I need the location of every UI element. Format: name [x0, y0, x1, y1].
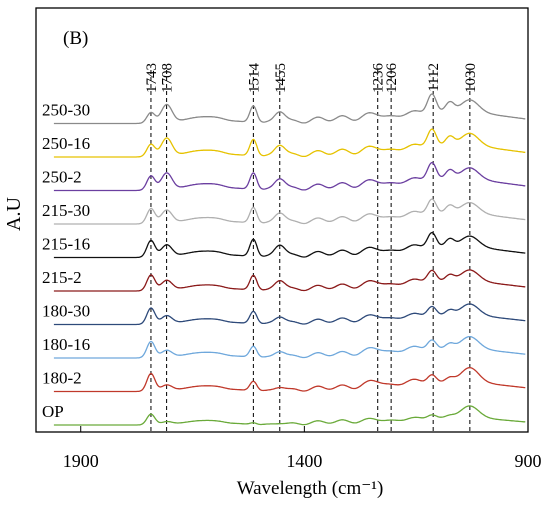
- spectrum-line-250-30: [53, 93, 526, 125]
- x-tick-label: 900: [515, 451, 542, 471]
- spectrum-line-180-30: [53, 303, 526, 326]
- series-label: 180-30: [42, 302, 90, 321]
- series-label: 250-30: [42, 101, 90, 120]
- spectra-traces: [53, 93, 526, 426]
- peak-label: 1112: [426, 63, 442, 92]
- plot-frame: [35, 7, 529, 433]
- spectrum-line-250-16: [53, 128, 526, 158]
- peak-label: 1743: [144, 63, 160, 93]
- x-tick-label: 1400: [286, 451, 322, 471]
- panel-label: (B): [63, 28, 88, 49]
- spectrum-line-180-16: [53, 335, 526, 359]
- peak-label: 1708: [160, 63, 176, 93]
- series-labels: OP 180-2 180-16 180-30 215-2 215-16 215-30 250-…: [42, 101, 90, 422]
- series-label: OP: [42, 402, 64, 421]
- series-label: 215-16: [42, 235, 90, 254]
- y-axis-title: A.U: [3, 197, 25, 231]
- peak-label: 1514: [246, 63, 262, 94]
- spectrum-line-180-2: [53, 366, 526, 393]
- spectrum-line-215-16: [53, 231, 526, 259]
- x-axis-ticks: 1900 1400 900: [63, 426, 542, 471]
- peak-label: 1455: [273, 63, 289, 93]
- spectrum-line-215-30: [53, 198, 526, 225]
- x-tick-label: 1900: [63, 451, 99, 471]
- peak-label: 1236: [371, 63, 387, 94]
- spectrum-line-OP: [53, 405, 526, 426]
- series-label: 180-16: [42, 335, 90, 354]
- series-label: 250-16: [42, 134, 90, 153]
- spectrum-line-215-2: [53, 269, 526, 292]
- spectrum-line-250-2: [53, 161, 526, 192]
- series-label: 250-2: [42, 168, 82, 187]
- series-label: 215-2: [42, 268, 82, 287]
- x-axis-title: Wavelength (cm⁻¹): [237, 478, 384, 499]
- peak-label: 1030: [463, 63, 479, 93]
- series-label: 180-2: [42, 369, 82, 388]
- series-label: 215-30: [42, 201, 90, 220]
- peak-label: 1206: [384, 63, 400, 94]
